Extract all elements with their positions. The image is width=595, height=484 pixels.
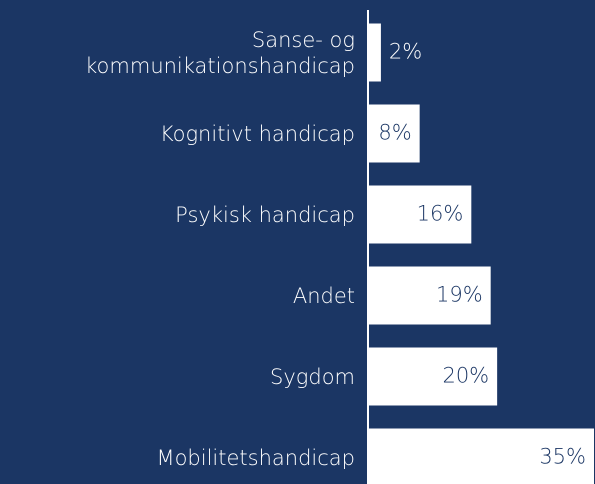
bar <box>368 266 491 325</box>
value-label: 8% <box>378 121 411 145</box>
category-label: Sygdom <box>270 364 355 389</box>
bar <box>368 185 472 244</box>
value-label: 2% <box>389 40 422 64</box>
value-label: 35% <box>539 445 586 469</box>
category-label: Mobilitetshandicap <box>156 445 355 470</box>
bar <box>368 428 594 484</box>
value-label: 16% <box>417 202 464 226</box>
value-label: 19% <box>436 283 483 307</box>
category-label: Andet <box>292 283 355 308</box>
bar <box>368 23 381 82</box>
bar <box>368 104 420 163</box>
value-label: 20% <box>442 364 489 388</box>
category-label: Kognitivt handicap <box>159 121 355 146</box>
bar <box>368 347 498 406</box>
category-label: Psykisk handicap <box>175 202 355 227</box>
category-label: Sanse- og kommunikationshandicap <box>85 27 355 78</box>
